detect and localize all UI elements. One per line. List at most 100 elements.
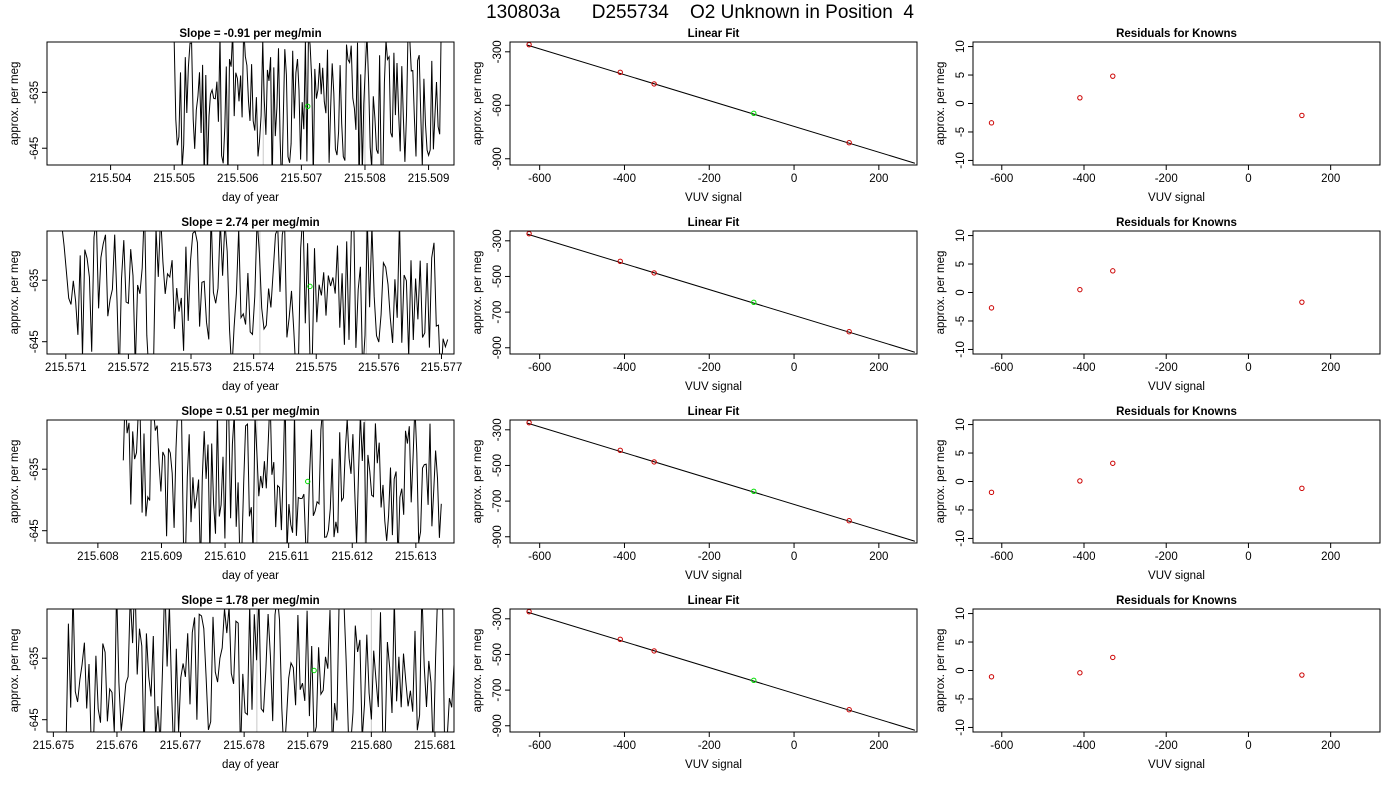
x-tick-label: 215.508: [344, 173, 386, 185]
known-point: [1077, 478, 1083, 484]
x-tick-label: 215.608: [77, 551, 119, 563]
plot-area: [988, 460, 1305, 496]
panel-resid-4: Residuals for Knowns VUV signal approx. pe…: [935, 595, 1381, 771]
x-tick-label: -600: [990, 740, 1013, 752]
unknown-point: [305, 103, 311, 109]
x-tick-label: 0: [791, 173, 797, 185]
x-tick-label: 215.573: [170, 362, 212, 374]
y-tick-label: -300: [492, 418, 504, 441]
y-tick-label: 5: [955, 261, 967, 267]
x-axis-label: VUV signal: [1148, 570, 1205, 582]
y-tick-label: -300: [492, 40, 504, 63]
panel-fit-1: Linear Fit VUV signal approx. per meg -600 -…: [472, 28, 918, 204]
x-tick-label: 215.576: [358, 362, 400, 374]
x-tick-label: 215.676: [96, 740, 138, 752]
known-point: [1299, 299, 1305, 305]
panel-fit-4: Linear Fit VUV signal approx. per meg -600 -…: [472, 595, 918, 771]
unknown-point: [311, 667, 317, 674]
x-tick-label: -200: [1155, 740, 1178, 752]
plot-frame: [509, 419, 918, 544]
unknown-point: [751, 110, 757, 117]
y-tick-label: -900: [492, 714, 504, 737]
data-trace: [65, 609, 454, 732]
fit-line: [526, 233, 916, 353]
chart-title: Linear Fit: [688, 217, 740, 229]
plot-frame: [46, 419, 455, 544]
chart-title: Slope = 1.78 per meg/min: [181, 595, 319, 607]
plot-frame: [46, 41, 455, 166]
x-tick-label: -600: [990, 362, 1013, 374]
x-tick-label: 200: [869, 551, 888, 563]
y-tick-label: -900: [492, 336, 504, 359]
x-tick-label: 0: [1245, 740, 1251, 752]
known-point: [651, 81, 657, 87]
plot-area: [526, 42, 916, 164]
y-axis-label: approx. per meg: [472, 62, 484, 146]
panel-time-3: Slope = 0.51 per meg/min day of year appro…: [9, 406, 455, 582]
x-tick-label: 0: [791, 740, 797, 752]
known-point: [617, 258, 623, 265]
chart-title: Linear Fit: [688, 406, 740, 418]
unknown-point: [751, 488, 757, 495]
plot-area: [526, 231, 916, 353]
y-tick-label: -5: [955, 127, 967, 137]
plot-frame: [972, 41, 1381, 166]
panel-resid-1: Residuals for Knowns VUV signal approx. pe…: [935, 28, 1381, 204]
y-tick-label: -635: [29, 269, 41, 292]
fit-line: [526, 44, 916, 164]
y-tick-label: -645: [29, 708, 41, 731]
y-tick-label: -645: [29, 330, 41, 353]
plot-area: [526, 609, 916, 731]
x-axis-label: day of year: [222, 570, 279, 582]
plot-area: [173, 42, 442, 165]
y-tick-label: -700: [492, 490, 504, 513]
x-tick-label: 215.611: [268, 551, 309, 563]
y-tick-label: 0: [955, 478, 967, 484]
known-point: [617, 447, 623, 454]
x-tick-label: -200: [1155, 173, 1178, 185]
x-tick-label: 215.506: [217, 173, 259, 185]
x-tick-label: 215.679: [287, 740, 329, 752]
y-tick-label: -5: [955, 694, 967, 704]
known-point: [617, 69, 623, 76]
panel-time-4: Slope = 1.78 per meg/min day of year appro…: [9, 595, 456, 771]
y-axis-label: approx. per meg: [472, 251, 484, 335]
page-title: 130803a D255734 O2 Unknown in Position 4: [486, 2, 914, 23]
x-tick-label: 215.571: [45, 362, 87, 374]
plot-frame: [509, 230, 918, 355]
x-axis-label: VUV signal: [685, 570, 742, 582]
y-tick-label: -635: [29, 647, 41, 670]
chart-title: Residuals for Knowns: [1116, 28, 1237, 40]
plot-frame: [46, 608, 455, 733]
y-axis-label: approx. per meg: [472, 440, 484, 524]
plot-area: [526, 420, 916, 542]
plot-frame: [972, 608, 1381, 733]
y-tick-label: 0: [955, 667, 967, 673]
plot-area: [65, 609, 454, 732]
plot-frame: [46, 230, 455, 355]
x-tick-label: -600: [528, 551, 551, 563]
y-tick-label: -900: [492, 525, 504, 548]
plot-area: [988, 73, 1305, 126]
x-tick-label: 215.675: [33, 740, 75, 752]
known-point: [1077, 95, 1083, 101]
known-point: [1299, 112, 1305, 119]
unknown-point: [305, 478, 311, 485]
chart-title: Linear Fit: [688, 28, 740, 40]
x-axis-label: VUV signal: [685, 192, 742, 204]
panel-resid-2: Residuals for Knowns VUV signal approx. pe…: [935, 217, 1381, 393]
y-tick-label: -10: [955, 152, 967, 169]
x-tick-label: 215.680: [351, 740, 393, 752]
known-point: [1299, 485, 1305, 492]
data-trace: [122, 420, 442, 543]
plot-frame: [972, 230, 1381, 355]
y-tick-label: -300: [492, 229, 504, 252]
known-point: [1110, 460, 1116, 466]
plot-area: [122, 420, 442, 543]
x-tick-label: 0: [791, 362, 797, 374]
chart-title: Slope = -0.91 per meg/min: [179, 28, 321, 40]
y-tick-label: 5: [955, 450, 967, 456]
x-tick-label: -400: [613, 551, 636, 563]
y-axis-label: approx. per meg: [9, 62, 21, 146]
